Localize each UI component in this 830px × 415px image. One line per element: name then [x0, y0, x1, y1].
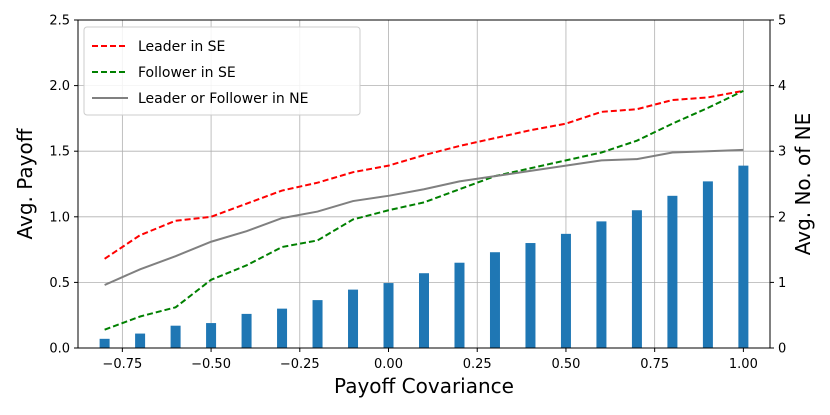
x-axis-ticks: −0.75 −0.50 −0.25 0.00 0.25 0.50 0.75 1.00 — [102, 348, 758, 372]
y2-tick-label: 2 — [778, 210, 786, 225]
bar — [135, 333, 146, 348]
plot-frame — [77, 19, 771, 349]
bar — [419, 273, 429, 348]
legend: Leader in SE Follower in SE Leader or Foll… — [83, 26, 361, 116]
bar — [348, 289, 359, 348]
y2-tick-label: 5 — [778, 14, 786, 29]
bar — [560, 233, 571, 348]
y2-axis-ticks: 0 1 2 3 4 5 — [770, 14, 786, 357]
bar — [277, 308, 288, 348]
series-lines — [104, 89, 744, 331]
legend-label: Leader in SE — [138, 39, 225, 55]
y-tick-label: 0.5 — [49, 276, 70, 291]
x-tick-label: −0.75 — [102, 357, 142, 372]
y2-axis-title: Avg. No. of NE — [791, 113, 815, 256]
bar — [667, 195, 678, 348]
y2-tick-label: 0 — [778, 342, 786, 357]
x-tick-label: −0.25 — [280, 357, 320, 372]
bar — [489, 252, 500, 348]
legend-box — [83, 26, 361, 116]
y-axis-ticks: 0.0 0.5 1.0 1.5 2.0 2.5 — [49, 14, 78, 357]
bar — [596, 221, 607, 348]
y-tick-label: 1.0 — [49, 210, 70, 225]
bar — [454, 262, 465, 348]
series-line — [104, 148, 744, 286]
legend-label: Leader or Follower in NE — [138, 91, 309, 107]
y-tick-label: 2.5 — [49, 14, 70, 29]
x-tick-label: 0.25 — [463, 357, 492, 372]
bar — [383, 283, 394, 348]
y-tick-label: 2.0 — [49, 79, 70, 94]
bar — [738, 165, 749, 348]
y2-tick-label: 1 — [778, 276, 786, 291]
bar — [631, 210, 642, 348]
x-tick-label: −0.50 — [191, 357, 231, 372]
bar — [525, 243, 536, 348]
bar — [206, 323, 217, 348]
x-tick-label: 0.50 — [551, 357, 580, 372]
y2-tick-label: 4 — [778, 79, 786, 94]
x-axis-title: Payoff Covariance — [334, 374, 514, 398]
x-tick-label: 0.00 — [374, 357, 403, 372]
x-tick-label: 0.75 — [640, 357, 669, 372]
bar — [312, 300, 323, 348]
y-axis-title: Avg. Payoff — [13, 127, 37, 239]
series-line — [104, 89, 744, 331]
bar — [702, 181, 713, 348]
bar — [170, 325, 181, 348]
bar — [241, 313, 252, 348]
y2-tick-label: 3 — [778, 145, 786, 160]
x-tick-label: 1.00 — [729, 357, 758, 372]
bars — [99, 165, 749, 348]
legend-label: Follower in SE — [138, 65, 236, 81]
bar — [99, 338, 110, 348]
y-tick-label: 0.0 — [49, 342, 70, 357]
y-tick-label: 1.5 — [49, 145, 70, 160]
series-line — [104, 89, 744, 260]
